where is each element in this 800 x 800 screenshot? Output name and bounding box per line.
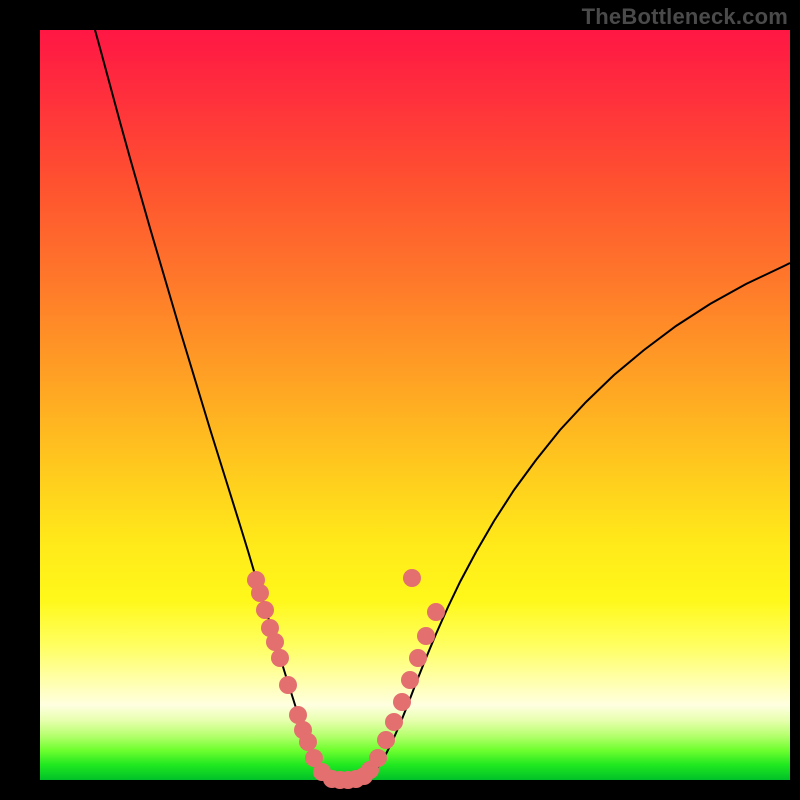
marker-dot [377,731,395,749]
plot-area [40,30,790,780]
marker-dot [279,676,297,694]
marker-dot [393,693,411,711]
marker-dot [385,713,403,731]
marker-dot [403,569,421,587]
marker-dot [427,603,445,621]
data-markers [247,569,445,789]
marker-dot [251,584,269,602]
marker-dot [409,649,427,667]
marker-dot [271,649,289,667]
watermark-text: TheBottleneck.com [582,4,788,30]
marker-dot [417,627,435,645]
curve-left-branch [95,30,338,780]
marker-dot [299,733,317,751]
marker-dot [369,749,387,767]
chart-container: TheBottleneck.com [0,0,800,800]
marker-dot [401,671,419,689]
marker-dot [256,601,274,619]
marker-dot [266,633,284,651]
bottleneck-curve-svg [40,30,790,780]
